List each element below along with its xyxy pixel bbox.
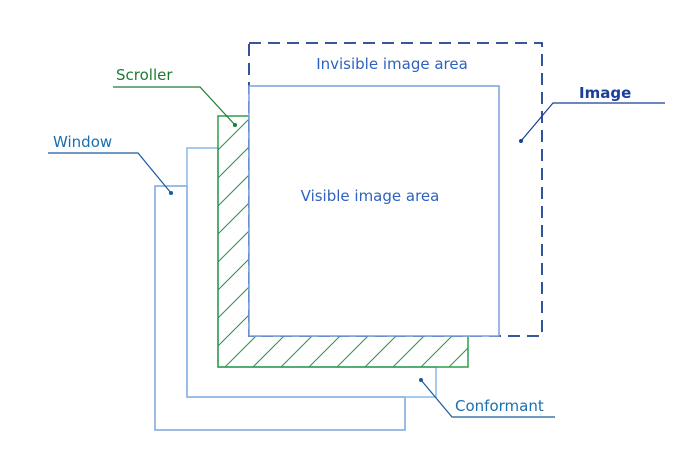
visible-image-area [249,86,499,336]
scroller-leader-line [113,87,235,125]
scroller-leader-dot [233,123,237,127]
invisible-area-label: Invisible image area [316,55,468,73]
scroller-label: Scroller [116,66,173,84]
window-leader-line [48,153,171,193]
image-leader-dot [519,139,523,143]
window-label: Window [53,133,112,151]
conformant-leader-dot [419,378,423,382]
image-label: Image [579,84,631,102]
conformant-label: Conformant [455,397,544,415]
window-leader-dot [169,191,173,195]
visible-area-label: Visible image area [301,187,440,205]
